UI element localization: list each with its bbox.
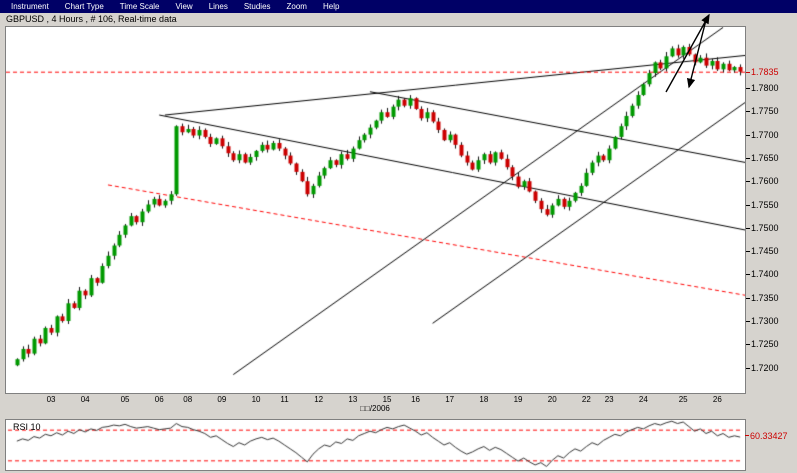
price-axis-label: 1.7400 (751, 269, 779, 280)
rsi-value-tick (745, 435, 749, 436)
x-axis-day-label: 10 (251, 395, 261, 404)
x-axis-day-label: 12 (314, 395, 324, 404)
x-axis-day-label: 11 (280, 395, 289, 404)
x-axis-day-label: 18 (479, 395, 489, 404)
price-axis-label: 1.7550 (751, 199, 779, 210)
price-axis-label: 1.7800 (751, 83, 779, 93)
chart-title: GBPUSD , 4 Hours , # 106, Real-time data (6, 14, 177, 24)
menu-item-studies[interactable]: Studies (243, 2, 271, 11)
price-axis-label: 1.7700 (751, 129, 779, 140)
price-axis-tick (746, 88, 750, 89)
price-chart-canvas[interactable] (6, 27, 745, 393)
x-axis-day-label: 13 (348, 395, 358, 404)
price-axis-label: 1.7600 (751, 176, 779, 187)
price-chart-panel (5, 26, 746, 394)
x-axis-day-label: 22 (581, 395, 591, 404)
x-axis-day-label: 04 (80, 395, 90, 404)
x-axis-day-label: 17 (445, 395, 455, 404)
price-axis-tick (746, 367, 750, 369)
price-axis-label: 1.7835 (751, 66, 779, 77)
chart-title-bar: GBPUSD , 4 Hours , # 106, Real-time data (0, 13, 797, 26)
x-axis-month-label: □□/2006 (360, 404, 390, 413)
price-axis-tick (746, 297, 750, 299)
x-axis-day-label: 09 (217, 395, 227, 404)
price-axis-tick (746, 274, 750, 276)
rsi-panel: RSI 10 (5, 419, 746, 471)
menu-item-time-scale[interactable]: Time Scale (119, 2, 160, 11)
menu-item-help[interactable]: Help (322, 2, 340, 11)
x-axis-day-label: 25 (678, 395, 688, 404)
menu-item-instrument[interactable]: Instrument (11, 2, 49, 11)
price-axis-tick (746, 134, 750, 136)
x-axis-day-label: 08 (183, 395, 193, 404)
price-axis-tick (746, 204, 750, 206)
x-axis-day-label: 03 (46, 395, 56, 404)
price-axis-tick (746, 321, 750, 322)
rsi-current-value: 60.33427 (750, 431, 788, 441)
x-axis-day-label: 20 (547, 395, 557, 404)
menu-item-view[interactable]: View (175, 2, 193, 11)
x-axis-day-label: 15 (382, 395, 392, 404)
price-axis-label: 1.7450 (751, 246, 779, 257)
price-axis-tick (746, 111, 750, 113)
menu-item-lines[interactable]: Lines (208, 2, 228, 11)
menu-bar: Instrument Chart Type Time Scale View Lines S… (0, 0, 797, 13)
x-axis-day-label: 23 (604, 395, 614, 404)
x-axis-day-label: 26 (712, 395, 722, 404)
price-axis-tick (746, 71, 750, 73)
price-axis-label: 1.7200 (751, 362, 779, 373)
price-axis-label: 1.7500 (751, 222, 779, 233)
price-axis-tick (746, 344, 750, 346)
rsi-study-label: RSI 10 (13, 422, 41, 432)
price-axis-tick (746, 181, 750, 183)
price-axis-label: 1.7650 (751, 152, 779, 163)
price-axis-label: 1.7350 (751, 292, 779, 303)
x-axis-day-label: 24 (638, 395, 648, 404)
x-axis-day-label: 16 (411, 395, 420, 404)
x-axis-day-label: 05 (120, 395, 130, 404)
price-axis-tick (746, 157, 750, 159)
rsi-chart-canvas[interactable] (6, 420, 745, 470)
price-axis-tick (746, 227, 750, 229)
price-axis-label: 1.7250 (751, 339, 779, 350)
x-axis-day-label: 06 (154, 395, 164, 404)
price-axis-tick (746, 251, 750, 253)
menu-item-zoom[interactable]: Zoom (286, 2, 307, 11)
price-axis-label: 1.7300 (751, 316, 779, 326)
price-axis-label: 1.7750 (751, 106, 779, 117)
menu-item-chart-type[interactable]: Chart Type (64, 2, 104, 11)
x-axis-day-label: 19 (513, 395, 523, 404)
